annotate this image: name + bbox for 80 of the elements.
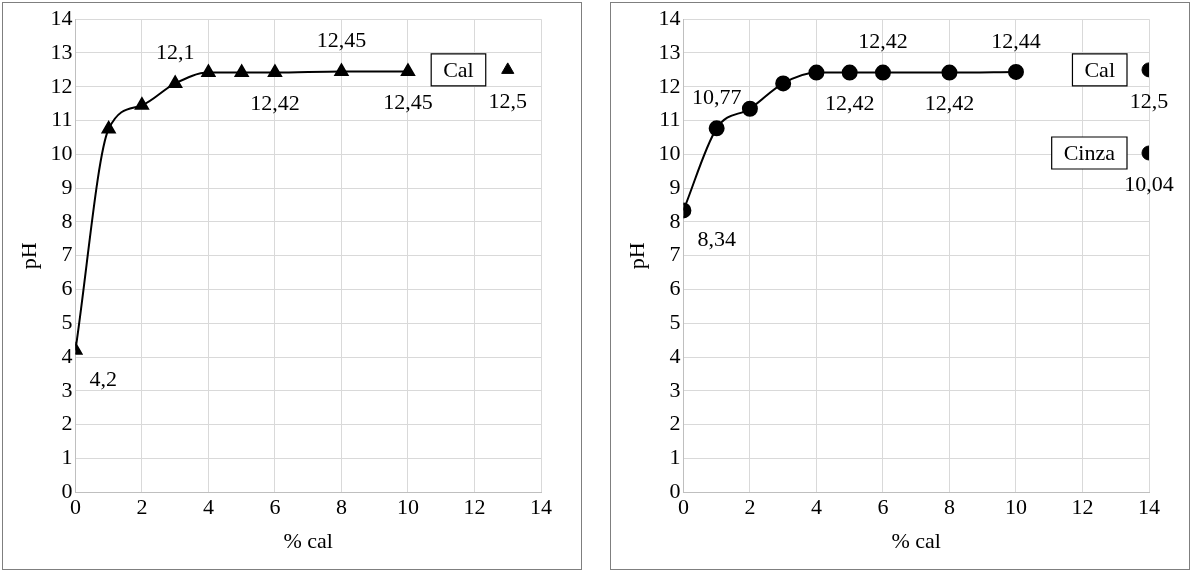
- y-tick-label: 4: [669, 342, 681, 368]
- data-label: 12,5: [488, 87, 527, 113]
- y-tick-label: 14: [50, 4, 73, 30]
- data-label: 10,77: [691, 84, 742, 110]
- x-tick-label: 6: [877, 494, 889, 520]
- data-label: 12,42: [250, 90, 300, 116]
- data-label: 12,45: [316, 27, 367, 53]
- x-tick-label: 2: [136, 494, 148, 520]
- x-axis-title: % cal: [891, 527, 941, 553]
- point: [501, 62, 515, 74]
- point: [168, 75, 183, 88]
- y-tick-label: 6: [669, 275, 681, 301]
- point: [400, 63, 416, 77]
- data-label: 8,34: [697, 226, 736, 252]
- point: [267, 64, 283, 78]
- data-label: 12,5: [1129, 87, 1169, 113]
- y-tick-label: 12: [658, 72, 681, 98]
- y-tick-label: 1: [669, 444, 681, 470]
- data-label: 12,45: [383, 89, 433, 115]
- data-label: 12,1: [155, 39, 195, 65]
- y-tick-label: 7: [61, 241, 73, 267]
- series-label: Cinza: [1063, 139, 1116, 165]
- x-axis-title: % cal: [283, 527, 333, 553]
- point: [201, 64, 216, 78]
- y-tick-label: 1: [61, 444, 73, 470]
- point: [1007, 63, 1024, 80]
- x-tick-label: 6: [269, 494, 281, 520]
- data-label: 10,04: [1124, 170, 1174, 196]
- data-label: 12,42: [824, 90, 875, 116]
- y-tick-label: 5: [669, 309, 681, 335]
- y-tick-label: 4: [61, 342, 73, 368]
- x-tick-label: 12: [463, 494, 486, 520]
- x-tick-label: 2: [744, 494, 756, 520]
- y-tick-label: 2: [669, 410, 681, 436]
- data-label: 12,44: [991, 27, 1041, 53]
- x-tick-label: 10: [396, 494, 419, 520]
- y-tick-label: 10: [658, 140, 681, 166]
- data-label: 4,2: [89, 366, 117, 392]
- point: [741, 100, 758, 117]
- y-tick-label: 3: [669, 376, 681, 402]
- point: [234, 64, 249, 78]
- y-tick-label: 13: [50, 38, 73, 64]
- point: [874, 64, 891, 81]
- point: [708, 120, 725, 137]
- y-axis-title: pH: [623, 242, 649, 270]
- y-tick-label: 8: [669, 207, 681, 233]
- point: [101, 121, 116, 134]
- x-tick-label: 8: [943, 494, 955, 520]
- y-axis-title: pH: [15, 242, 41, 270]
- y-tick-label: 12: [50, 72, 73, 98]
- y-tick-label: 9: [61, 173, 73, 199]
- data-label: 12,42: [924, 90, 975, 116]
- point: [775, 75, 792, 92]
- x-tick-label: 12: [1071, 494, 1094, 520]
- series-label: Cal: [443, 56, 474, 82]
- y-tick-label: 2: [61, 410, 73, 436]
- y-tick-label: 5: [61, 309, 73, 335]
- x-tick-label: 8: [335, 494, 347, 520]
- y-tick-label: 8: [61, 207, 73, 233]
- y-tick-label: 13: [658, 38, 681, 64]
- x-tick-label: 14: [1138, 494, 1160, 520]
- y-tick-label: 11: [659, 106, 681, 132]
- point: [134, 97, 149, 110]
- point: [334, 63, 349, 77]
- point: [841, 64, 858, 81]
- y-tick-label: 6: [61, 275, 73, 301]
- x-tick-label: 14: [530, 494, 552, 520]
- y-tick-label: 10: [50, 140, 73, 166]
- point: [808, 64, 825, 81]
- series-label: Cal: [1084, 56, 1116, 82]
- point: [941, 64, 958, 81]
- y-tick-label: 7: [669, 241, 681, 267]
- y-tick-label: 3: [61, 376, 73, 402]
- x-tick-label: 4: [810, 494, 822, 520]
- y-tick-label: 9: [669, 173, 681, 199]
- y-tick-label: 14: [658, 4, 681, 30]
- x-tick-label: 10: [1004, 494, 1027, 520]
- data-label: 12,42: [858, 28, 908, 54]
- x-tick-label: 4: [202, 494, 214, 520]
- y-tick-label: 11: [51, 106, 73, 132]
